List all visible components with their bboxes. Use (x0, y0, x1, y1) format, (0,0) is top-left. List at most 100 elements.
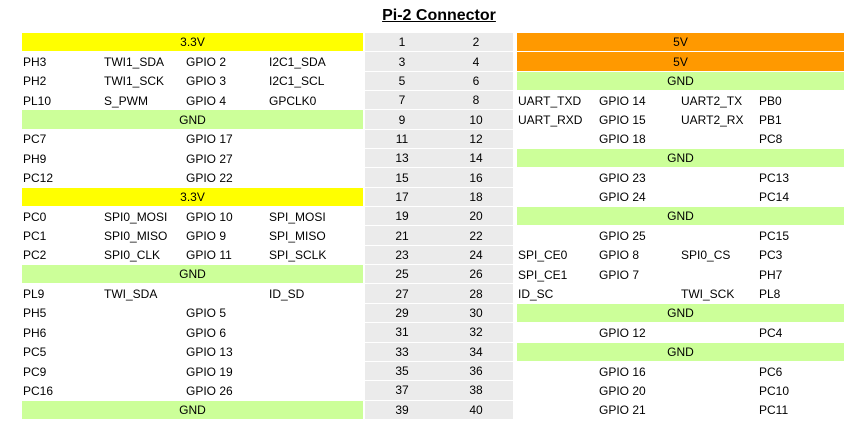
gpio-number-cell: GPIO 7 (599, 267, 640, 282)
gpio-number-cell: GPIO 6 (186, 325, 227, 340)
gpio-number-cell: GPIO 9 (186, 229, 227, 244)
pin-number-cell: 36 (439, 361, 513, 382)
pin-number-cell: 24 (439, 245, 513, 266)
pin-number-cell: 31 (365, 323, 439, 343)
ground-band: GND (517, 149, 844, 169)
gpio-number-cell: GPIO 24 (599, 190, 646, 205)
power-band-3v3: 3.3V (22, 33, 363, 53)
signal-name-cell (517, 362, 598, 381)
pin-number-cell: 29 (365, 303, 439, 324)
pin-name-cell: PC12 (23, 171, 54, 186)
pin-number-cell: 35 (365, 361, 439, 382)
ground-band: GND (517, 303, 844, 324)
signal-name-cell (517, 130, 598, 149)
signal-name-cell (103, 304, 185, 323)
page-title: Pi-2 Connector (382, 7, 496, 24)
pin-number-cell: 19 (365, 207, 439, 227)
signal-name-cell (517, 168, 598, 187)
signal-name-cell (103, 130, 185, 149)
pin-name-cell: PC3 (759, 248, 783, 263)
ground-band: GND (22, 400, 363, 420)
signal-name-cell: SPI0_CLK (104, 248, 161, 263)
alt-function-cell: ID_SD (269, 287, 305, 302)
pin-number-cell: 38 (439, 381, 513, 401)
signal-name-cell: TWI_SDA (104, 287, 158, 302)
signal-name-cell: TWI1_SDA (104, 55, 165, 70)
pin-name-cell: PH2 (23, 74, 47, 89)
alt-function-cell (268, 381, 363, 400)
gpio-number-cell: GPIO 5 (186, 306, 227, 321)
pin-name-cell: PC0 (23, 209, 47, 224)
pin-name-cell: PC11 (759, 403, 789, 418)
alt-function-cell: GPCLK0 (269, 93, 317, 108)
alt-function-cell: SPI_MOSI (269, 209, 326, 224)
pin-number-cell: 17 (365, 187, 439, 208)
pin-name-cell: PL10 (23, 93, 52, 108)
pin-number-cell: 39 (365, 400, 439, 420)
gpio-number-cell: GPIO 15 (599, 113, 646, 128)
pin-number-cell: 7 (365, 91, 439, 111)
pinout-table: 3.3V 1 2 5V PH3 TWI1_SDA GPIO 2 I2C1_SDA 3 4 5V PH2… (22, 33, 844, 420)
gpio-number-cell: GPIO 18 (599, 132, 646, 147)
power-band-5v: 5V (517, 52, 844, 72)
pin-name-cell: PC9 (23, 364, 47, 379)
pin-number-cell: 16 (439, 168, 513, 188)
alt-function-cell (680, 401, 758, 420)
alt-function-cell (680, 265, 758, 284)
gpio-number-cell: GPIO 26 (186, 383, 233, 398)
alt-function-cell (680, 362, 758, 381)
gpio-number-cell: GPIO 12 (599, 325, 646, 340)
pin-number-cell: 23 (365, 245, 439, 266)
ground-band: GND (22, 110, 363, 130)
alt-function-cell: I2C1_SDA (269, 55, 326, 70)
pin-name-cell: PC4 (759, 325, 783, 340)
alt-function-cell (680, 381, 758, 400)
pin-number-cell: 1 (365, 33, 439, 53)
signal-name-cell: SPI0_MISO (104, 229, 168, 244)
pin-name-cell: PC6 (759, 364, 783, 379)
gpio-number-cell: GPIO 16 (599, 364, 646, 379)
pin-name-cell: PH6 (23, 325, 47, 340)
pin-number-cell: 26 (439, 265, 513, 285)
alt-function-cell (680, 323, 758, 342)
pin-number-cell: 18 (439, 187, 513, 208)
pin-number-cell: 27 (365, 284, 439, 304)
gpio-number-cell: GPIO 21 (599, 403, 646, 418)
alt-function-cell (268, 362, 363, 381)
ground-band: GND (517, 342, 844, 362)
alt-function-cell (268, 149, 363, 168)
signal-name-cell: ID_SC (518, 287, 554, 302)
gpio-number-cell: GPIO 25 (599, 229, 646, 244)
alt-function-cell (268, 323, 363, 342)
gpio-number-cell: GPIO 22 (186, 171, 233, 186)
signal-name-cell (103, 362, 185, 381)
pin-number-cell: 25 (365, 265, 439, 285)
pin-number-cell: 2 (439, 33, 513, 53)
gpio-number-cell: GPIO 14 (599, 93, 646, 108)
ground-band: GND (517, 71, 844, 92)
signal-name-cell: SPI0_MOSI (104, 209, 168, 224)
pin-name-cell: PC7 (23, 132, 47, 147)
alt-function-cell: SPI_MISO (269, 229, 326, 244)
signal-name-cell: SPI_CE1 (518, 267, 568, 282)
alt-function-cell (268, 168, 363, 187)
power-band-3v3: 3.3V (22, 187, 363, 208)
pin-name-cell: PL9 (23, 287, 45, 302)
pin-number-cell: 21 (365, 226, 439, 246)
pin-number-cell: 28 (439, 284, 513, 304)
pin-name-cell: PH5 (23, 306, 47, 321)
ground-band: GND (22, 265, 363, 285)
pin-name-cell: PC2 (23, 248, 47, 263)
gpio-number-cell: GPIO 20 (599, 383, 646, 398)
pin-number-cell: 5 (365, 71, 439, 92)
alt-function-cell (680, 226, 758, 245)
pin-number-cell: 32 (439, 323, 513, 343)
alt-function-cell: TWI_SCK (681, 287, 735, 302)
pin-name-cell: PC16 (23, 383, 54, 398)
alt-function-cell (268, 304, 363, 323)
pin-name-cell: PH9 (23, 151, 47, 166)
alt-function-cell: UART2_RX (681, 113, 744, 128)
gpio-number-cell (185, 284, 268, 303)
pin-name-cell: PC5 (23, 345, 47, 360)
